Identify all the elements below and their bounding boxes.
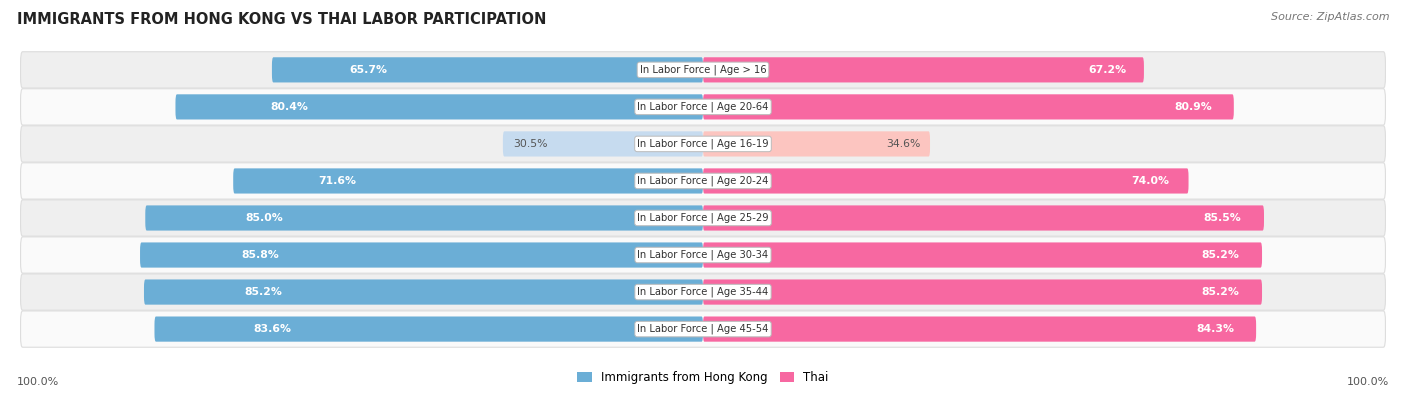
FancyBboxPatch shape: [703, 205, 1264, 231]
Text: 74.0%: 74.0%: [1130, 176, 1170, 186]
Text: In Labor Force | Age 20-64: In Labor Force | Age 20-64: [637, 102, 769, 112]
Text: 67.2%: 67.2%: [1088, 65, 1126, 75]
FancyBboxPatch shape: [503, 131, 703, 156]
Text: 85.2%: 85.2%: [1202, 250, 1240, 260]
FancyBboxPatch shape: [155, 316, 703, 342]
FancyBboxPatch shape: [21, 237, 1385, 273]
FancyBboxPatch shape: [21, 126, 1385, 162]
FancyBboxPatch shape: [176, 94, 703, 119]
Text: 80.9%: 80.9%: [1175, 102, 1212, 112]
FancyBboxPatch shape: [271, 57, 703, 83]
Text: 65.7%: 65.7%: [350, 65, 388, 75]
Text: In Labor Force | Age 16-19: In Labor Force | Age 16-19: [637, 139, 769, 149]
FancyBboxPatch shape: [21, 311, 1385, 347]
FancyBboxPatch shape: [21, 200, 1385, 236]
FancyBboxPatch shape: [141, 243, 703, 268]
FancyBboxPatch shape: [21, 89, 1385, 125]
Text: Source: ZipAtlas.com: Source: ZipAtlas.com: [1271, 12, 1389, 22]
Text: 85.5%: 85.5%: [1204, 213, 1241, 223]
Text: 30.5%: 30.5%: [513, 139, 547, 149]
Text: 71.6%: 71.6%: [318, 176, 356, 186]
Text: 34.6%: 34.6%: [886, 139, 920, 149]
Text: In Labor Force | Age > 16: In Labor Force | Age > 16: [640, 65, 766, 75]
Text: 85.2%: 85.2%: [1202, 287, 1240, 297]
FancyBboxPatch shape: [21, 52, 1385, 88]
FancyBboxPatch shape: [145, 205, 703, 231]
Text: In Labor Force | Age 20-24: In Labor Force | Age 20-24: [637, 176, 769, 186]
FancyBboxPatch shape: [703, 316, 1256, 342]
FancyBboxPatch shape: [21, 274, 1385, 310]
Text: IMMIGRANTS FROM HONG KONG VS THAI LABOR PARTICIPATION: IMMIGRANTS FROM HONG KONG VS THAI LABOR …: [17, 12, 547, 27]
Text: 100.0%: 100.0%: [1347, 377, 1389, 387]
FancyBboxPatch shape: [233, 168, 703, 194]
Text: 100.0%: 100.0%: [17, 377, 59, 387]
FancyBboxPatch shape: [143, 280, 703, 305]
Text: In Labor Force | Age 30-34: In Labor Force | Age 30-34: [637, 250, 769, 260]
Text: In Labor Force | Age 25-29: In Labor Force | Age 25-29: [637, 213, 769, 223]
FancyBboxPatch shape: [21, 163, 1385, 199]
Text: 85.2%: 85.2%: [245, 287, 283, 297]
Text: 83.6%: 83.6%: [253, 324, 291, 334]
Text: In Labor Force | Age 45-54: In Labor Force | Age 45-54: [637, 324, 769, 334]
Legend: Immigrants from Hong Kong, Thai: Immigrants from Hong Kong, Thai: [572, 367, 834, 389]
FancyBboxPatch shape: [703, 243, 1263, 268]
FancyBboxPatch shape: [703, 57, 1144, 83]
FancyBboxPatch shape: [703, 131, 929, 156]
Text: 85.8%: 85.8%: [242, 250, 280, 260]
FancyBboxPatch shape: [703, 168, 1188, 194]
Text: 84.3%: 84.3%: [1197, 324, 1234, 334]
FancyBboxPatch shape: [703, 94, 1234, 119]
Text: 80.4%: 80.4%: [270, 102, 308, 112]
Text: In Labor Force | Age 35-44: In Labor Force | Age 35-44: [637, 287, 769, 297]
FancyBboxPatch shape: [703, 280, 1263, 305]
Text: 85.0%: 85.0%: [246, 213, 284, 223]
